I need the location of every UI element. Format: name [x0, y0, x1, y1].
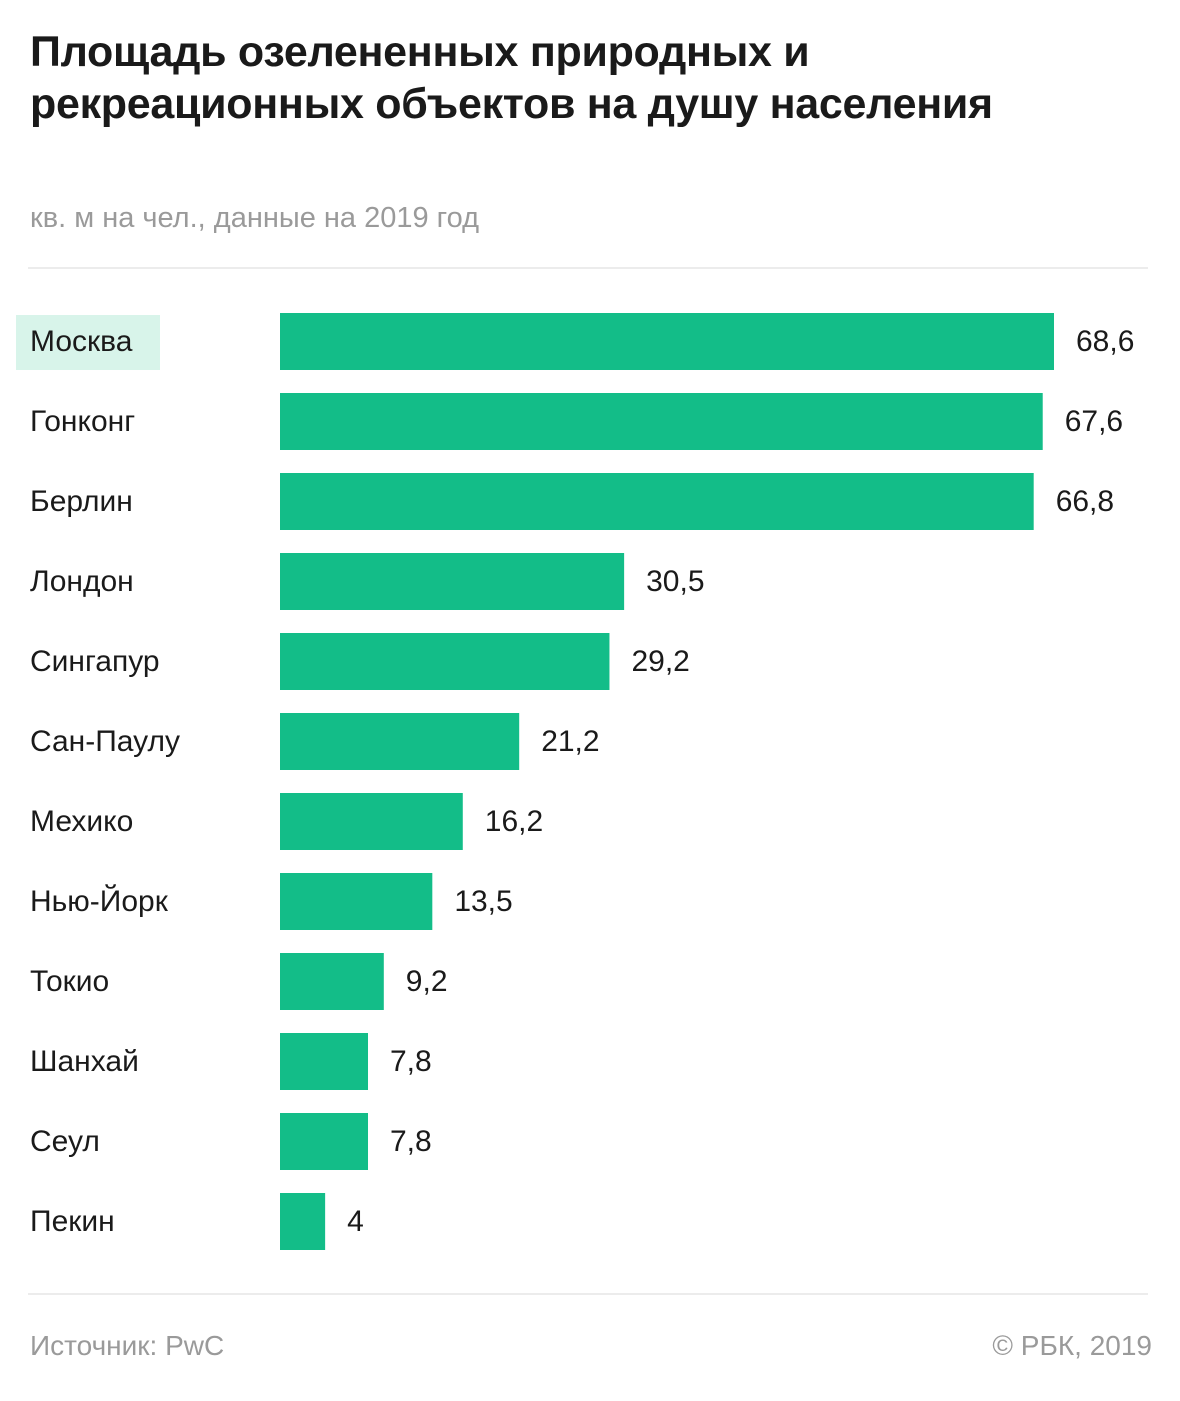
chart-title: Площадь озелененных природных и рекреаци…	[30, 28, 993, 128]
category-label: Сеул	[30, 1125, 100, 1158]
category-label: Сан-Паулу	[30, 725, 180, 758]
value-label: 13,5	[454, 885, 512, 918]
value-label: 66,8	[1056, 485, 1114, 518]
category-label: Лондон	[30, 565, 134, 598]
category-label: Шанхай	[30, 1045, 139, 1078]
value-label: 16,2	[485, 805, 543, 838]
bar	[280, 393, 1043, 450]
value-label: 68,6	[1076, 325, 1134, 358]
bar	[280, 713, 520, 770]
value-label: 30,5	[646, 565, 704, 598]
value-label: 7,8	[390, 1045, 432, 1078]
source-note: Источник: PwC	[30, 1330, 225, 1361]
bar	[280, 793, 463, 850]
bar	[280, 953, 384, 1010]
bar	[280, 313, 1054, 370]
value-label: 67,6	[1065, 405, 1123, 438]
category-label: Берлин	[30, 485, 133, 518]
category-label: Мехико	[30, 805, 133, 838]
category-label: Нью-Йорк	[30, 884, 169, 918]
category-label: Токио	[30, 965, 109, 998]
chart-subtitle: кв. м на чел., данные на 2019 год	[30, 202, 480, 234]
bar	[280, 633, 610, 690]
bar	[280, 1033, 369, 1090]
category-label: Москва	[30, 325, 133, 358]
value-label: 21,2	[541, 725, 599, 758]
bar-chart: Москва 68,6 Гонконг 67,6 Берлин 66,8 Лондон 30,…	[16, 313, 1134, 1250]
value-label: 9,2	[406, 965, 448, 998]
value-label: 7,8	[390, 1125, 432, 1158]
bar	[280, 473, 1034, 530]
bar	[280, 873, 433, 930]
bar	[280, 553, 625, 610]
bar	[280, 1113, 369, 1170]
category-label: Сингапур	[30, 645, 160, 678]
copyright-note: © РБК, 2019	[992, 1330, 1152, 1361]
category-highlight	[16, 315, 160, 370]
bottom-divider	[28, 1293, 1148, 1295]
value-label: 4	[347, 1205, 364, 1238]
value-label: 29,2	[631, 645, 689, 678]
top-divider	[28, 267, 1148, 269]
category-label: Пекин	[30, 1205, 115, 1238]
category-label: Гонконг	[30, 405, 135, 438]
bar	[280, 1193, 326, 1250]
